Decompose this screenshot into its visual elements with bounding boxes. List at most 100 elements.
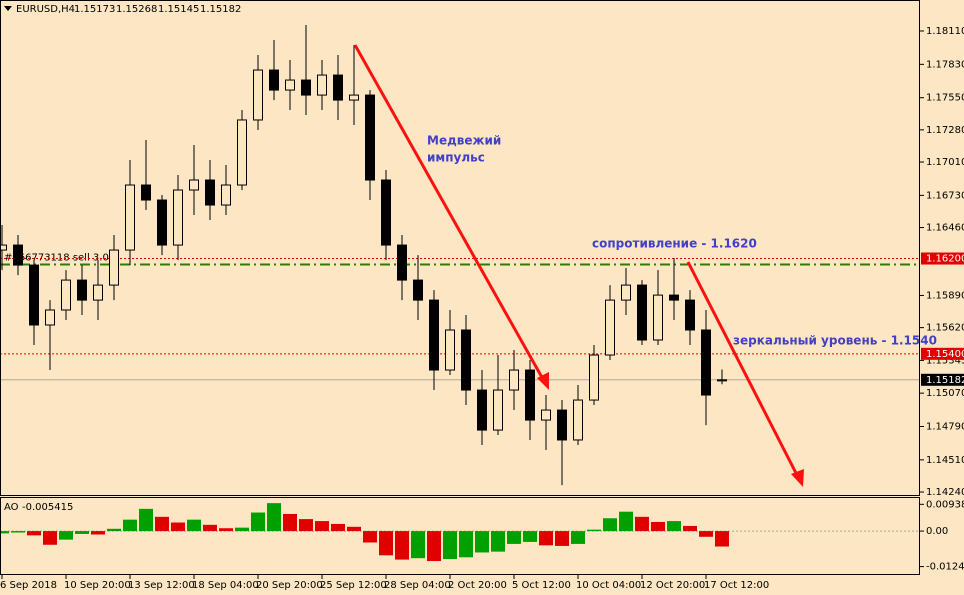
- ao-bar: [171, 522, 185, 532]
- ao-bar: [219, 528, 233, 532]
- y-tick-label: 1.17280: [926, 125, 964, 136]
- x-tick-label: 2 Oct 20:00: [448, 580, 507, 591]
- header-open: 1.15173: [74, 4, 115, 15]
- annotation: сопротивление - 1.1620: [592, 237, 757, 251]
- price-label-bg: [921, 373, 964, 386]
- ao-bar: [523, 531, 537, 542]
- candle-body: [253, 69, 263, 121]
- candle-body: [61, 279, 71, 311]
- candle-body: [653, 294, 663, 341]
- candle-body: [77, 279, 87, 301]
- level-label: 1.16200: [926, 254, 964, 265]
- ao-bar: [155, 516, 169, 532]
- candle-body: [717, 379, 727, 382]
- ao-bar: [123, 519, 137, 532]
- ao-bar: [507, 531, 521, 544]
- ao-bar: [411, 531, 425, 559]
- y-tick-label: 1.17830: [926, 59, 964, 70]
- candle-body: [685, 299, 695, 331]
- y-tick-label: 1.15070: [926, 388, 964, 399]
- ao-bar: [107, 528, 121, 532]
- x-tick-label: 12 Oct 20:00: [640, 580, 705, 591]
- candle-body: [29, 264, 39, 326]
- y-tick-label: 1.16460: [926, 223, 964, 234]
- ao-bar: [459, 531, 473, 558]
- plot-layer: #166773118 sell 3.00: [0, 25, 920, 562]
- candle-body: [333, 74, 343, 101]
- ao-bar: [299, 519, 313, 532]
- y-tick-label: 1.14240: [926, 487, 964, 498]
- ao-bar: [235, 527, 249, 532]
- ao-bar: [331, 523, 345, 532]
- candle-body: [669, 294, 679, 301]
- candle-body: [301, 79, 311, 96]
- candle-body: [237, 119, 247, 186]
- candle-body: [157, 199, 167, 246]
- candle-body: [381, 179, 391, 246]
- ao-bar: [139, 508, 153, 532]
- order-label: #166773118 sell 3.00: [4, 252, 115, 263]
- y-tick-label: 1.16730: [926, 190, 964, 201]
- header-close: 1.15182: [200, 4, 241, 15]
- candle-body: [397, 244, 407, 281]
- ao-bar: [363, 531, 377, 543]
- arrow-head: [791, 469, 804, 487]
- ao-bar: [651, 521, 665, 532]
- level-label: 1.15400: [926, 349, 964, 360]
- ao-bar: [443, 531, 457, 560]
- ao-bar: [251, 512, 265, 532]
- ao-bar: [427, 531, 441, 562]
- candle-body: [429, 299, 439, 371]
- candle-body: [589, 354, 599, 401]
- ao-bar: [635, 516, 649, 532]
- candle-body: [45, 309, 55, 326]
- ao-bar: [715, 531, 729, 547]
- price-label: 1.15182: [926, 375, 964, 386]
- candle-body: [605, 299, 615, 356]
- ao-bar: [11, 531, 25, 533]
- x-tick-label: 13 Sep 12:00: [128, 580, 195, 591]
- ao-bar: [0, 531, 9, 534]
- x-tick-label: 10 Oct 04:00: [576, 580, 641, 591]
- header-low: 1.15145: [158, 4, 199, 15]
- candle-body: [509, 369, 519, 391]
- y-tick-label: 1.15345: [926, 355, 964, 366]
- ao-bar: [59, 531, 73, 540]
- y-tick-label: 1.17010: [926, 157, 964, 168]
- ao-bar: [619, 511, 633, 532]
- header-high: 1.15268: [116, 4, 157, 15]
- symbol-title: EURUSD,H4: [16, 4, 75, 15]
- ao-bar: [267, 503, 281, 532]
- candle-body: [445, 329, 455, 371]
- candle-body: [637, 284, 647, 341]
- y-tick-label: 0.009388: [926, 499, 964, 510]
- arrows: [353, 44, 804, 487]
- ao-bar: [315, 521, 329, 532]
- ao-bar: [347, 526, 361, 532]
- candle-body: [109, 249, 119, 286]
- candle-body: [541, 409, 551, 421]
- level-label-bg: [921, 347, 964, 360]
- x-tick-label: 10 Sep 20:00: [64, 580, 131, 591]
- annotation: импульс: [427, 151, 485, 165]
- candle-body: [221, 184, 231, 206]
- ao-bar: [491, 531, 505, 552]
- candle-body: [189, 179, 199, 191]
- candle-body: [461, 329, 471, 391]
- ao-bar: [27, 531, 41, 536]
- candle-body: [477, 389, 487, 431]
- main-frame: [0, 0, 920, 496]
- candle-body: [525, 369, 535, 421]
- y-tick-label: 1.18110: [926, 26, 964, 37]
- y-tick-label: 1.15890: [926, 290, 964, 301]
- ao-bar: [667, 521, 681, 532]
- candle-body: [573, 399, 583, 441]
- ao-bar: [395, 531, 409, 560]
- annotation: зеркальный уровень - 1.1540: [733, 334, 937, 348]
- menu-triangle[interactable]: [4, 6, 12, 11]
- x-tick-label: 5 Oct 12:00: [512, 580, 571, 591]
- ao-bar: [91, 531, 105, 535]
- candle-body: [349, 94, 359, 101]
- ao-bar: [475, 531, 489, 553]
- ao-bar: [283, 513, 297, 532]
